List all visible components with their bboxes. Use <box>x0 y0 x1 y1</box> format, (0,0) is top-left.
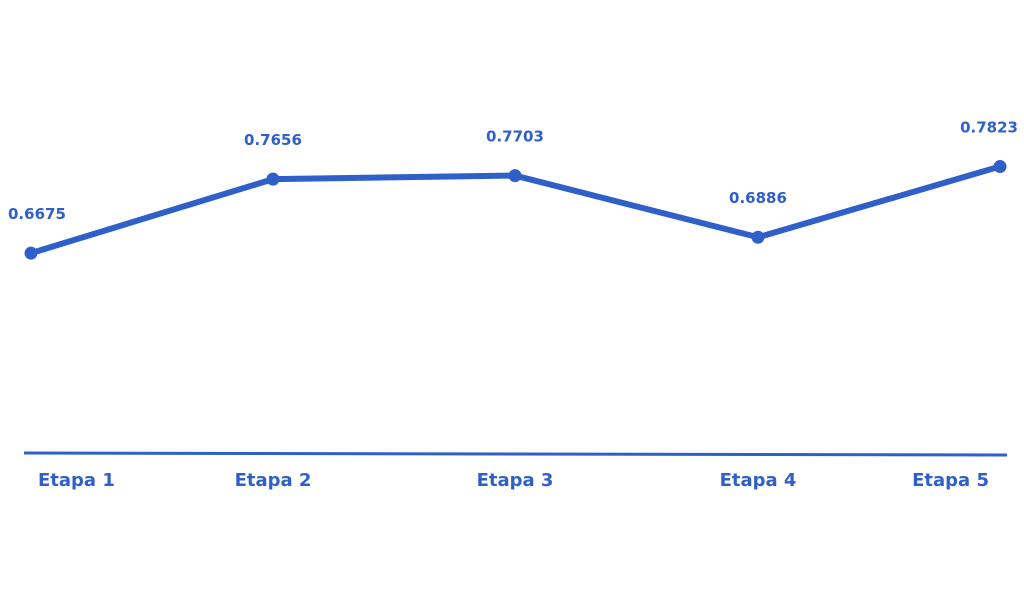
data-point-4 <box>751 230 765 244</box>
data-label-2: 0.7656 <box>244 131 302 149</box>
data-label-5: 0.7823 <box>960 119 1018 137</box>
data-point-3 <box>508 169 522 183</box>
x-tick-label-5: Etapa 5 <box>912 470 989 491</box>
data-point-5 <box>993 160 1007 174</box>
x-tick-label-4: Etapa 4 <box>720 470 797 491</box>
data-label-4: 0.6886 <box>729 189 787 207</box>
x-tick-labels: Etapa 1 Etapa 2 Etapa 3 Etapa 4 Etapa 5 <box>38 470 989 491</box>
data-point-2 <box>266 172 280 186</box>
data-labels: 0.6675 0.7656 0.7703 0.6886 0.7823 <box>8 119 1018 224</box>
x-tick-label-2: Etapa 2 <box>235 470 312 491</box>
data-points <box>24 160 1007 260</box>
x-tick-label-3: Etapa 3 <box>477 470 554 491</box>
data-label-3: 0.7703 <box>486 128 544 146</box>
data-point-1 <box>24 246 38 260</box>
x-tick-label-1: Etapa 1 <box>38 470 115 491</box>
x-axis-line <box>23 451 1008 457</box>
data-label-1: 0.6675 <box>8 205 66 223</box>
